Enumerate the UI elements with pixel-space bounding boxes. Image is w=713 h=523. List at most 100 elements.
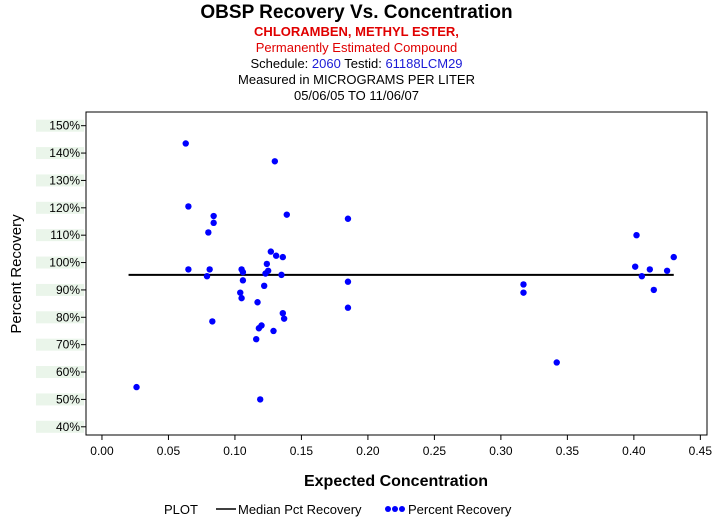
x-axis: 0.00 0.05 0.10 0.15 0.20 0.25 0.30 0.35 0.40 0.45	[90, 435, 712, 458]
compound-name: CHLORAMBEN, METHYL ESTER,	[254, 24, 459, 39]
schedule-label: Schedule:	[250, 56, 309, 71]
data-point	[633, 231, 640, 239]
y-tick-label: 120%	[49, 201, 80, 215]
data-point	[263, 260, 271, 268]
data-point	[646, 266, 654, 273]
legend: PLOT Median Pct Recovery Percent Recover…	[164, 502, 512, 517]
data-point	[280, 315, 288, 322]
legend-point-swatch	[385, 506, 391, 512]
grid-bands	[36, 119, 84, 433]
measured-units: Measured in MICROGRAMS PER LITER	[238, 72, 475, 87]
y-tick-label: 40%	[56, 420, 80, 434]
data-point	[663, 267, 671, 274]
data-point	[279, 253, 287, 261]
y-axis: 40% 50% 60% 70% 80% 90% 100% 110% 120% 130% 140% 15…	[49, 119, 86, 434]
date-range: 05/06/05 TO 11/06/07	[293, 88, 420, 103]
y-tick-band	[36, 338, 84, 351]
data-point	[253, 335, 260, 343]
testid-label: Testid:	[344, 56, 382, 71]
schedule-value: 2060	[311, 56, 341, 71]
y-tick-band	[36, 283, 84, 296]
y-axis-title: Percent Recovery	[8, 214, 25, 334]
legend-point-swatch	[392, 506, 398, 512]
data-points	[133, 140, 677, 403]
data-point	[279, 309, 287, 317]
data-point	[270, 327, 277, 335]
data-point	[203, 273, 211, 280]
estimated-note: Permanently Estimated Compound	[255, 40, 458, 55]
data-point	[670, 253, 677, 261]
x-tick-label: 0.30	[489, 444, 513, 458]
x-tick-label: 0.00	[90, 444, 114, 458]
y-tick-band	[36, 147, 84, 160]
data-point	[256, 396, 264, 403]
data-point	[210, 219, 217, 227]
data-point	[631, 263, 639, 270]
y-tick-band	[36, 393, 84, 406]
y-tick-label: 70%	[56, 338, 80, 352]
data-point	[283, 211, 290, 218]
data-point	[344, 278, 352, 285]
plot-frame	[85, 111, 708, 436]
schedule-line: Schedule: 2060 Testid: 61188LCM29	[0, 56, 713, 71]
x-axis-title: Expected Concentration	[304, 473, 488, 490]
x-tick-label: 0.10	[223, 444, 247, 458]
y-tick-band	[36, 174, 84, 187]
y-tick-band	[36, 256, 84, 269]
legend-title: PLOT	[164, 502, 198, 517]
data-point	[239, 277, 247, 284]
x-tick-label: 0.40	[622, 444, 646, 458]
y-tick-label: 110%	[50, 228, 80, 242]
testid-value: 61188LCM29	[385, 56, 463, 71]
data-point	[182, 140, 189, 147]
y-tick-label: 50%	[56, 392, 80, 406]
data-point	[271, 158, 279, 165]
legend-points-label: Percent Recovery	[408, 502, 512, 517]
x-tick-label: 0.25	[423, 444, 447, 458]
x-tick-label: 0.05	[157, 444, 181, 458]
x-tick-label: 0.15	[290, 444, 314, 458]
y-tick-band	[36, 420, 84, 433]
data-point	[258, 322, 265, 329]
data-point	[239, 268, 247, 276]
data-point	[210, 212, 217, 220]
x-tick-label: 0.20	[356, 444, 380, 458]
y-tick-band	[36, 366, 84, 379]
x-tick-label: 0.35	[556, 444, 580, 458]
legend-median-label: Median Pct Recovery	[238, 502, 362, 517]
y-tick-band	[36, 201, 84, 214]
data-point	[344, 215, 352, 222]
chart-title: OBSP Recovery Vs. Concentration	[200, 2, 513, 23]
data-point	[133, 383, 140, 391]
data-point	[238, 294, 245, 302]
y-tick-band	[36, 229, 84, 242]
data-point	[260, 282, 268, 290]
legend-point-swatch	[399, 506, 405, 512]
y-tick-label: 90%	[56, 283, 80, 297]
data-point	[520, 281, 527, 288]
y-tick-label: 140%	[49, 146, 80, 160]
data-point	[209, 318, 216, 325]
y-tick-band	[36, 119, 84, 132]
data-point	[237, 289, 244, 296]
y-tick-label: 80%	[56, 310, 80, 324]
data-point	[267, 248, 275, 255]
data-point	[650, 286, 658, 294]
y-tick-label: 130%	[49, 173, 80, 187]
y-tick-label: 150%	[49, 119, 80, 133]
y-tick-label: 60%	[56, 365, 80, 379]
data-point	[344, 304, 352, 311]
y-tick-label: 100%	[49, 256, 80, 270]
data-point	[206, 266, 213, 273]
data-point	[272, 252, 280, 259]
data-point	[254, 299, 261, 306]
data-point	[520, 289, 527, 296]
data-point	[185, 266, 192, 273]
x-tick-label: 0.45	[689, 444, 713, 458]
data-point	[185, 203, 192, 210]
data-point	[638, 273, 646, 280]
data-point	[205, 229, 212, 236]
y-tick-band	[36, 311, 84, 324]
data-point	[553, 359, 560, 366]
